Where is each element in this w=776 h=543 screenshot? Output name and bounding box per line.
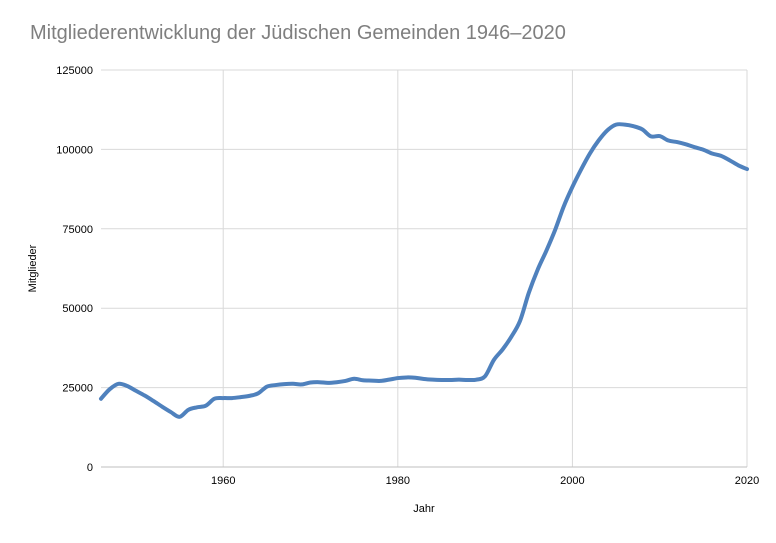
tick-labels: 0 25000 50000 75000 100000 125000 1960 1980 2000… — [56, 65, 759, 487]
x-tick-label: 2000 — [560, 475, 584, 487]
x-tick-label: 1960 — [211, 475, 235, 487]
y-tick-label: 100000 — [56, 144, 93, 156]
x-axis-title: Jahr — [413, 503, 435, 515]
x-tick-label: 1980 — [386, 475, 410, 487]
series-line — [99, 122, 749, 419]
gridlines — [101, 69, 748, 467]
y-tick-label: 25000 — [62, 383, 93, 395]
y-tick-label: 125000 — [56, 65, 93, 77]
y-tick-label: 75000 — [62, 224, 93, 236]
chart-title: Mitgliederentwicklung der Jüdischen Geme… — [30, 22, 566, 44]
series-layer — [99, 122, 749, 419]
y-tick-label: 50000 — [62, 303, 93, 315]
y-tick-label: 0 — [87, 462, 93, 474]
y-axis-title: Mitglieder — [27, 244, 39, 292]
x-tick-label: 2020 — [735, 475, 759, 487]
